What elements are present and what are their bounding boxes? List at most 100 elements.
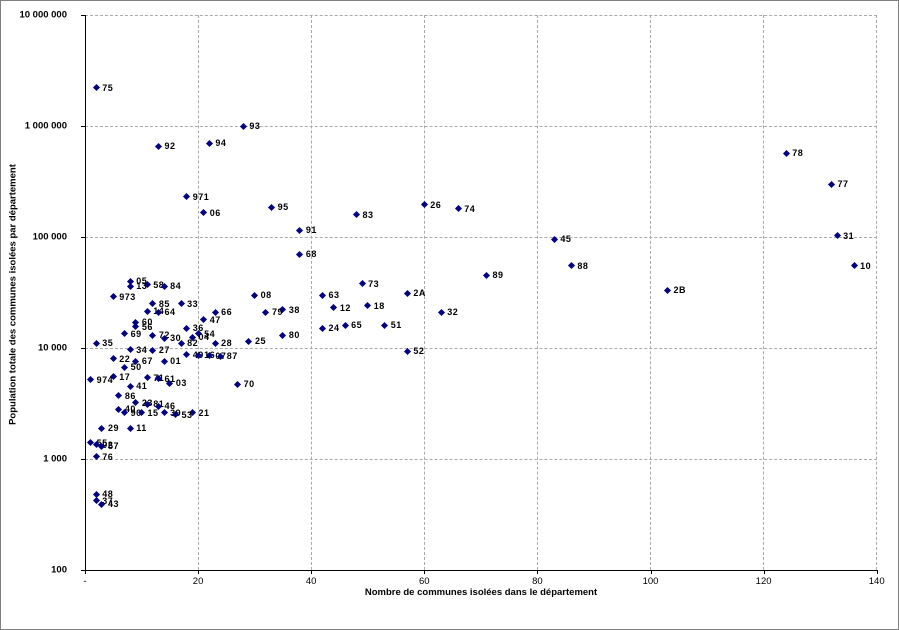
y-tick-mark <box>81 15 85 16</box>
point-label-50: 50 <box>130 362 142 373</box>
data-point-11[interactable] <box>126 424 134 432</box>
y-tick-label: 100 000 <box>32 231 67 243</box>
data-point-25[interactable] <box>245 337 253 345</box>
point-label-21: 21 <box>198 407 210 418</box>
data-point-63[interactable] <box>318 291 327 299</box>
data-point-2B[interactable] <box>663 286 671 294</box>
data-point-52[interactable] <box>403 347 411 356</box>
data-point-47[interactable] <box>200 316 208 324</box>
data-point-973[interactable] <box>109 293 117 301</box>
point-label-15: 15 <box>147 407 159 418</box>
point-label-67: 67 <box>141 356 153 367</box>
point-label-58: 58 <box>153 279 165 290</box>
data-point-73[interactable] <box>358 280 366 288</box>
point-label-70: 70 <box>243 379 255 390</box>
data-point-2A[interactable] <box>403 289 411 297</box>
point-label-78: 78 <box>792 148 804 159</box>
data-point-91[interactable] <box>296 226 304 234</box>
point-label-40: 40 <box>124 404 136 415</box>
point-label-28: 28 <box>221 338 233 349</box>
y-tick-mark <box>81 459 85 460</box>
data-point-95[interactable] <box>268 203 276 211</box>
data-point-06[interactable] <box>200 209 208 217</box>
data-point-86[interactable] <box>115 392 123 400</box>
data-point-93[interactable] <box>239 122 247 131</box>
data-point-70[interactable] <box>234 380 242 388</box>
point-label-33: 33 <box>187 298 199 309</box>
data-point-33[interactable] <box>177 300 185 308</box>
y-gridline-1000 <box>85 458 877 460</box>
point-label-17: 17 <box>119 371 131 382</box>
data-point-26[interactable] <box>420 201 428 209</box>
data-point-65[interactable] <box>341 321 349 329</box>
x-tick-mark <box>85 570 86 574</box>
x-axis-line <box>85 570 878 571</box>
y-tick-label: 1 000 <box>43 453 67 465</box>
data-point-32[interactable] <box>437 308 445 316</box>
data-point-94[interactable] <box>205 139 213 147</box>
data-point-82[interactable] <box>177 339 185 347</box>
data-point-75[interactable] <box>92 84 100 92</box>
data-point-28[interactable] <box>211 339 219 347</box>
data-point-92[interactable] <box>154 142 163 150</box>
data-point-74[interactable] <box>454 205 462 213</box>
point-label-77: 77 <box>837 179 849 190</box>
data-point-01[interactable] <box>160 357 168 365</box>
point-label-89: 89 <box>492 270 504 281</box>
data-point-22[interactable] <box>109 355 117 363</box>
data-point-49[interactable] <box>183 351 191 359</box>
point-label-92: 92 <box>164 141 176 152</box>
y-axis-line <box>85 15 86 571</box>
data-point-29[interactable] <box>98 424 106 432</box>
point-label-66: 66 <box>221 307 233 318</box>
data-point-10[interactable] <box>850 262 858 270</box>
data-point-50[interactable] <box>121 363 129 371</box>
data-point-88[interactable] <box>567 262 575 270</box>
x-tick-mark <box>198 570 200 574</box>
point-label-85: 85 <box>158 298 170 309</box>
data-point-80[interactable] <box>279 331 287 339</box>
x-tick-mark <box>650 570 652 574</box>
point-label-27: 27 <box>158 345 170 356</box>
data-point-24[interactable] <box>318 324 327 332</box>
data-point-974[interactable] <box>87 375 95 384</box>
y-tick-mark <box>81 570 85 571</box>
data-point-77[interactable] <box>827 180 835 188</box>
data-point-31[interactable] <box>833 232 841 240</box>
data-point-69[interactable] <box>121 329 129 338</box>
point-label-36: 36 <box>192 323 204 334</box>
data-point-13[interactable] <box>126 282 134 290</box>
point-label-34: 34 <box>136 344 148 355</box>
point-label-974: 974 <box>96 374 114 385</box>
x-tick-mark <box>537 570 539 574</box>
y-gridline-100000 <box>85 236 877 238</box>
data-point-36[interactable] <box>183 324 191 332</box>
x-tick-mark <box>311 570 313 574</box>
data-point-79[interactable] <box>262 308 270 316</box>
point-label-55: 55 <box>97 438 108 448</box>
data-point-72[interactable] <box>149 331 157 339</box>
data-point-51[interactable] <box>381 321 389 329</box>
data-point-78[interactable] <box>782 149 790 157</box>
data-point-68[interactable] <box>296 250 304 258</box>
point-label-37: 37 <box>102 495 114 506</box>
data-point-12[interactable] <box>330 304 338 312</box>
data-point-41[interactable] <box>126 382 134 391</box>
point-label-61: 61 <box>164 373 176 384</box>
data-point-971[interactable] <box>183 193 191 201</box>
point-label-57: 57 <box>107 441 119 452</box>
data-point-18[interactable] <box>364 302 372 310</box>
y-tick-mark <box>81 348 85 349</box>
data-point-71[interactable] <box>143 374 151 382</box>
data-point-34[interactable] <box>126 346 134 354</box>
point-label-02: 02 <box>102 439 114 450</box>
data-point-35[interactable] <box>92 339 100 347</box>
data-point-14[interactable] <box>143 307 151 315</box>
data-point-08[interactable] <box>251 291 259 299</box>
x-tick-label: - <box>83 576 87 587</box>
data-point-89[interactable] <box>482 271 491 280</box>
data-point-83[interactable] <box>352 211 360 219</box>
x-gridline-100 <box>650 15 651 570</box>
data-point-39[interactable] <box>160 409 168 417</box>
